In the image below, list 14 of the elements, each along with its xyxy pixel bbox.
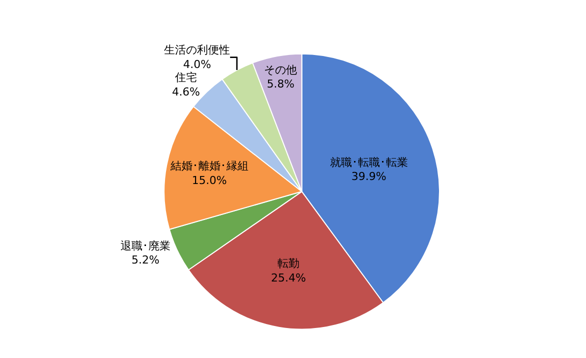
slice-label: 転勤	[277, 256, 300, 270]
data-label: 25.4%	[271, 271, 306, 284]
data-label: 4.6%	[172, 85, 200, 98]
slice-label: 住宅	[175, 71, 198, 84]
data-label: 5.2%	[132, 254, 160, 267]
data-label: 5.8%	[266, 77, 294, 90]
data-label: 4.0%	[183, 58, 212, 72]
data-label: 39.9%	[351, 170, 386, 184]
data-label: 15.0%	[192, 174, 227, 187]
slice-label: 退職･廃業	[120, 239, 170, 252]
slice-label: 結婚･離婚･縁組	[169, 160, 248, 173]
slice-label: 就職･転職･転業	[330, 156, 408, 169]
slice-label: 生活の利便性	[164, 44, 230, 57]
slice-label: その他	[264, 63, 298, 76]
